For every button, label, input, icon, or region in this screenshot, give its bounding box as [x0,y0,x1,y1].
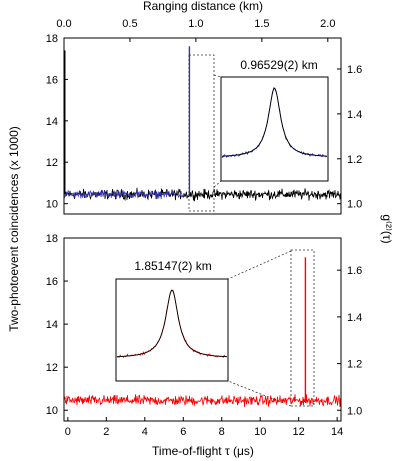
top-distance-tick-label: 1.0 [188,18,203,30]
right-y-axis-label: g⁽²⁾(τ) [380,214,394,243]
bottom-connector-upper [227,250,292,280]
top-distance-tick-label: 0.0 [56,18,71,30]
bottom-plot-frame [63,237,342,422]
bottom-time-tick-label: 4 [142,426,148,438]
bottom-time-tick-label: 10 [254,426,266,438]
bottom-time-tick-label: 8 [219,426,225,438]
top-inset-fit-curve [221,88,328,157]
top-right-tick-label: 1.4 [347,109,362,121]
top-left-axis: 10 12 14 16 18 [46,33,68,211]
bottom-time-axis: 0 2 4 6 8 10 12 14 [65,417,343,438]
bottom-right-axis: 1.0 1.2 1.4 1.6 [337,265,362,417]
top-left-tick-label: 12 [46,157,58,169]
bottom-right-tick-label: 1.2 [347,359,362,371]
bottom-time-tick-label: 12 [293,426,305,438]
top-left-tick-label: 18 [46,33,58,45]
bottom-left-tick-label: 14 [46,319,58,331]
top-distance-axis-label: Ranging distance (km) [143,0,263,13]
bottom-inset-frame [115,278,229,382]
bottom-series-red [63,257,342,408]
left-y-axis-label: Two-photoevent coincidences (x 1000) [7,126,21,331]
top-connector-lower [213,180,222,188]
bottom-zoom-box [290,249,315,407]
top-distance-axis: 0.0 0.5 1.0 1.5 2.0 [56,18,335,42]
bottom-time-tick-label: 14 [331,426,343,438]
top-left-tick-label: 10 [46,199,58,211]
bottom-left-tick-label: 18 [46,233,58,245]
bottom-panel: 10 12 14 16 18 1.0 1.2 1.4 1.6 0 2 4 6 8 10 12 14 Time… [46,233,363,458]
top-zoom-box [188,54,215,212]
bottom-right-tick-label: 1.4 [347,312,362,324]
top-distance-tick-label: 2.0 [320,18,335,30]
bottom-time-axis-label: Time-of-flight τ (μs) [152,444,254,458]
bottom-red-trace [63,394,342,408]
bottom-right-tick-label: 1.6 [347,265,362,277]
bottom-time-tick-label: 6 [180,426,186,438]
bottom-time-tick-label: 0 [65,426,71,438]
bottom-inset-fit-curve [116,289,228,358]
top-series-blue [63,46,191,200]
top-distance-tick-label: 1.5 [254,18,269,30]
top-right-tick-label: 1.6 [347,64,362,76]
top-left-tick-label: 16 [46,74,58,86]
bottom-right-tick-label: 1.0 [347,405,362,417]
top-left-tick-label: 14 [46,116,58,128]
bottom-left-tick-label: 16 [46,276,58,288]
bottom-left-tick-label: 10 [46,405,58,417]
top-right-axis: 1.0 1.2 1.4 1.6 [337,64,362,211]
bottom-left-axis: 10 12 14 16 18 [46,233,68,417]
bottom-inset [115,278,229,382]
top-distance-tick-label: 0.5 [122,18,137,30]
top-right-tick-label: 1.2 [347,154,362,166]
top-right-tick-label: 1.0 [347,199,362,211]
bottom-time-tick-label: 2 [103,426,109,438]
bottom-connector-lower [227,380,292,407]
top-inset-annotation: 0.96529(2) km [240,58,317,72]
bottom-inset-annotation: 1.85147(2) km [134,259,211,273]
top-blue-trace [63,189,185,200]
top-inset [220,76,329,182]
bottom-left-tick-label: 12 [46,362,58,374]
top-inset-frame [220,76,329,182]
top-plot-frame [63,37,342,215]
top-connector-upper [213,74,222,78]
